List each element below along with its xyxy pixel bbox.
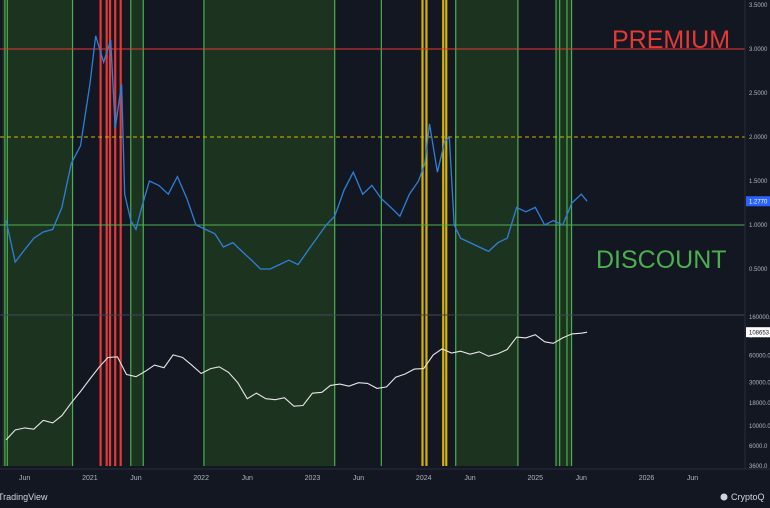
bottom-last-value-label: 108653 [749,331,770,337]
top-ytick-5: 3.0000 [749,47,768,53]
top-ytick-1: 1.0000 [749,223,768,229]
x-tick-4: Jun [242,475,253,482]
x-tick-11: 2026 [639,475,655,482]
bottom-ytick-1: 6000.0 [749,444,768,450]
bottom-ytick-2: 10000.0 [749,424,770,430]
x-tick-12: Jun [687,475,698,482]
footer-bar [0,486,770,508]
x-tick-8: Jun [464,475,475,482]
ratio-series-line [5,35,588,270]
x-tick-3: 2022 [193,475,209,482]
premium-label: PREMIUM [612,26,730,54]
x-tick-10: Jun [576,475,587,482]
bottom-last-value-badge [746,327,770,338]
x-tick-9: 2025 [527,475,543,482]
x-tick-0: Jun [19,475,30,482]
footer-tradingview: TradingView [0,492,48,502]
zone-1 [130,0,144,466]
x-tick-6: Jun [353,475,364,482]
zone-3 [455,0,518,466]
top-last-value-label: 1.2770 [749,200,768,206]
bottom-ytick-3: 18000.0 [749,401,770,407]
zone-0 [2,0,73,466]
top-ytick-4: 2.5000 [749,91,768,97]
top-ytick-2: 1.5000 [749,179,768,185]
bottom-ytick-0: 3600.0 [749,464,768,470]
cryptoquant-logo-icon [720,493,728,501]
discount-label: DISCOUNT [596,246,727,274]
x-tick-2: Jun [130,475,141,482]
top-last-value-badge [746,196,770,207]
x-tick-7: 2024 [416,475,432,482]
top-ytick-6: 3.5000 [749,3,768,9]
zone-4 [556,0,572,466]
right-axis-bg [745,0,770,469]
zone-2 [203,0,335,466]
x-tick-1: 2021 [82,475,98,482]
footer-cryptoquant: CryptoQ [731,492,765,502]
bottom-ytick-7: 160000.0 [749,315,770,321]
bottom-ytick-4: 30000.0 [749,381,770,387]
top-ytick-0: 0.5000 [749,267,768,273]
price-series-line [5,331,588,441]
top-ytick-3: 2.0000 [749,135,768,141]
bottom-ytick-5: 60000.0 [749,354,770,360]
x-tick-5: 2023 [305,475,321,482]
